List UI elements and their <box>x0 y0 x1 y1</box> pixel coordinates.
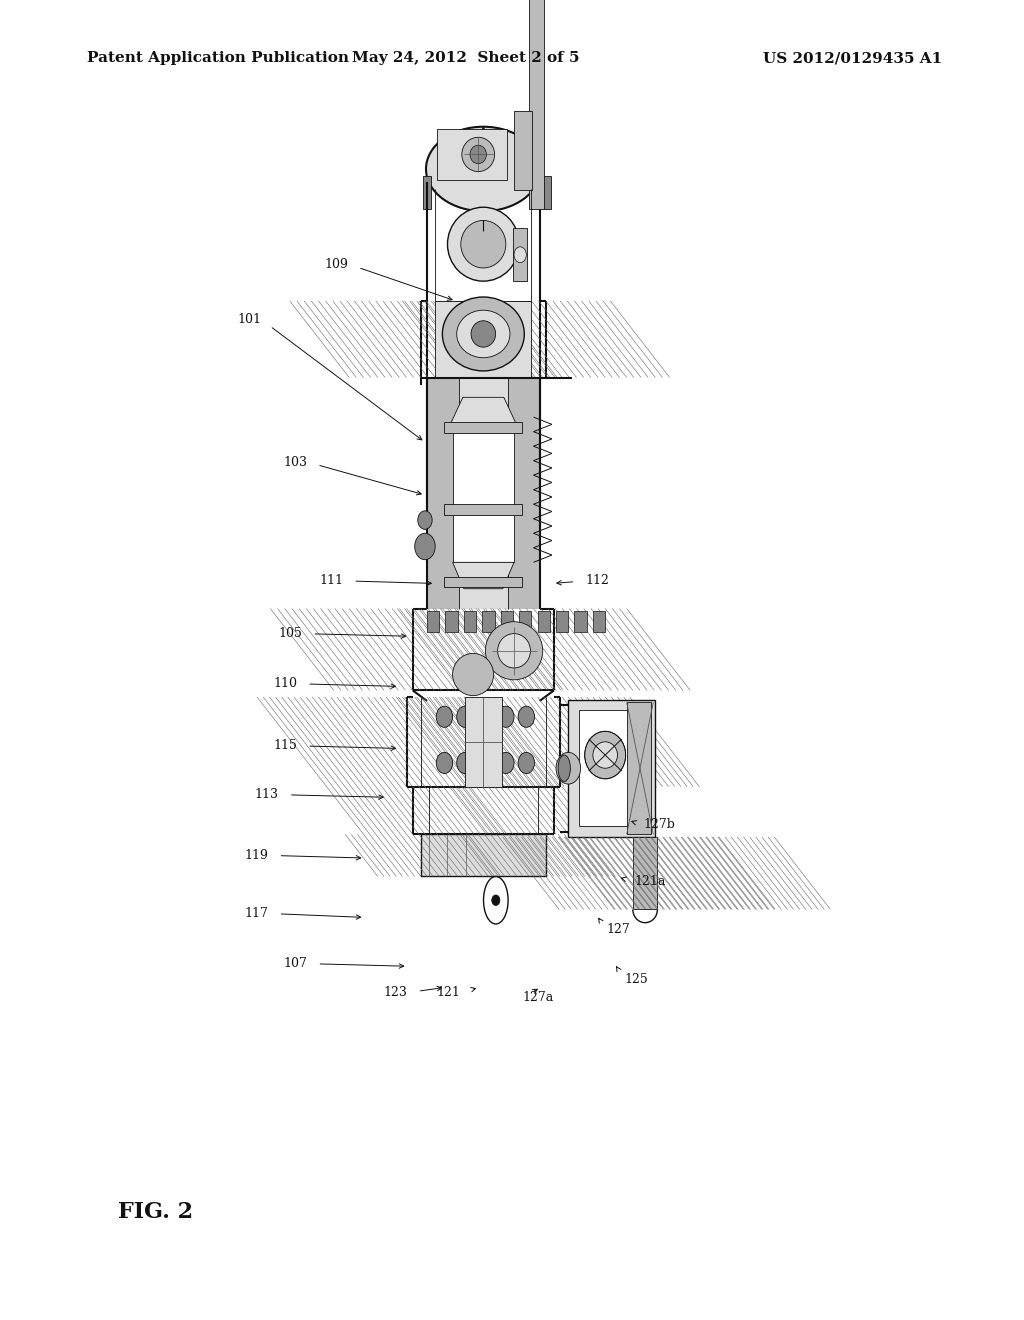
Ellipse shape <box>485 622 543 680</box>
Ellipse shape <box>442 297 524 371</box>
Text: 105: 105 <box>279 627 302 640</box>
Bar <box>423 176 431 209</box>
Polygon shape <box>427 378 459 609</box>
Ellipse shape <box>447 207 519 281</box>
Bar <box>482 611 495 632</box>
Text: 117: 117 <box>245 907 268 920</box>
Ellipse shape <box>457 706 473 727</box>
Ellipse shape <box>593 742 617 768</box>
Bar <box>633 837 657 909</box>
Ellipse shape <box>492 895 500 906</box>
Bar <box>514 111 532 190</box>
Bar <box>444 577 522 587</box>
Text: 107: 107 <box>284 957 307 970</box>
Text: 110: 110 <box>273 677 297 690</box>
Bar <box>538 611 550 632</box>
Bar <box>513 228 527 281</box>
Ellipse shape <box>477 706 494 727</box>
Text: 127: 127 <box>606 923 630 936</box>
Ellipse shape <box>471 321 496 347</box>
Text: 127a: 127a <box>522 991 554 1005</box>
Bar <box>464 611 476 632</box>
Polygon shape <box>451 397 516 424</box>
Ellipse shape <box>498 752 514 774</box>
Ellipse shape <box>477 752 494 774</box>
Bar <box>568 700 655 837</box>
Ellipse shape <box>470 145 486 164</box>
Bar <box>627 702 651 834</box>
Bar <box>579 710 645 826</box>
Ellipse shape <box>436 752 453 774</box>
Text: US 2012/0129435 A1: US 2012/0129435 A1 <box>763 51 942 65</box>
Bar <box>427 611 439 632</box>
Ellipse shape <box>453 653 494 696</box>
Bar <box>556 611 568 632</box>
Text: 111: 111 <box>319 574 343 587</box>
Bar <box>435 301 531 378</box>
Text: 121a: 121a <box>635 875 667 888</box>
Ellipse shape <box>518 706 535 727</box>
Bar <box>529 0 544 209</box>
Text: Patent Application Publication: Patent Application Publication <box>87 51 349 65</box>
Text: 109: 109 <box>325 257 348 271</box>
Text: 121: 121 <box>437 986 461 999</box>
Ellipse shape <box>415 533 435 560</box>
Text: 123: 123 <box>384 986 408 999</box>
Bar <box>593 611 605 632</box>
Ellipse shape <box>556 752 581 784</box>
Ellipse shape <box>461 220 506 268</box>
Bar <box>444 422 522 433</box>
Ellipse shape <box>418 511 432 529</box>
Bar <box>501 611 513 632</box>
Text: 127b: 127b <box>643 818 675 832</box>
Text: 115: 115 <box>273 739 297 752</box>
Text: May 24, 2012  Sheet 2 of 5: May 24, 2012 Sheet 2 of 5 <box>352 51 580 65</box>
Text: 101: 101 <box>238 313 261 326</box>
Ellipse shape <box>558 755 570 781</box>
Polygon shape <box>453 562 514 589</box>
Ellipse shape <box>457 310 510 358</box>
Bar <box>453 424 514 562</box>
Ellipse shape <box>436 706 453 727</box>
Bar <box>445 611 458 632</box>
Bar <box>437 129 507 180</box>
Ellipse shape <box>518 752 535 774</box>
Ellipse shape <box>426 127 541 211</box>
Bar <box>444 504 522 515</box>
Ellipse shape <box>498 706 514 727</box>
Bar <box>519 611 531 632</box>
Bar <box>421 834 546 876</box>
Bar <box>574 611 587 632</box>
Ellipse shape <box>585 731 626 779</box>
Polygon shape <box>508 378 540 609</box>
Ellipse shape <box>514 247 526 263</box>
Text: 119: 119 <box>245 849 268 862</box>
Ellipse shape <box>462 137 495 172</box>
Polygon shape <box>475 127 492 145</box>
Bar <box>459 378 508 609</box>
Text: 113: 113 <box>255 788 279 801</box>
Text: 112: 112 <box>586 574 609 587</box>
Text: 103: 103 <box>284 455 307 469</box>
Text: FIG. 2: FIG. 2 <box>118 1201 193 1222</box>
Bar <box>543 176 551 209</box>
Ellipse shape <box>498 634 530 668</box>
Bar <box>465 697 502 787</box>
Text: 125: 125 <box>625 973 648 986</box>
Ellipse shape <box>457 752 473 774</box>
